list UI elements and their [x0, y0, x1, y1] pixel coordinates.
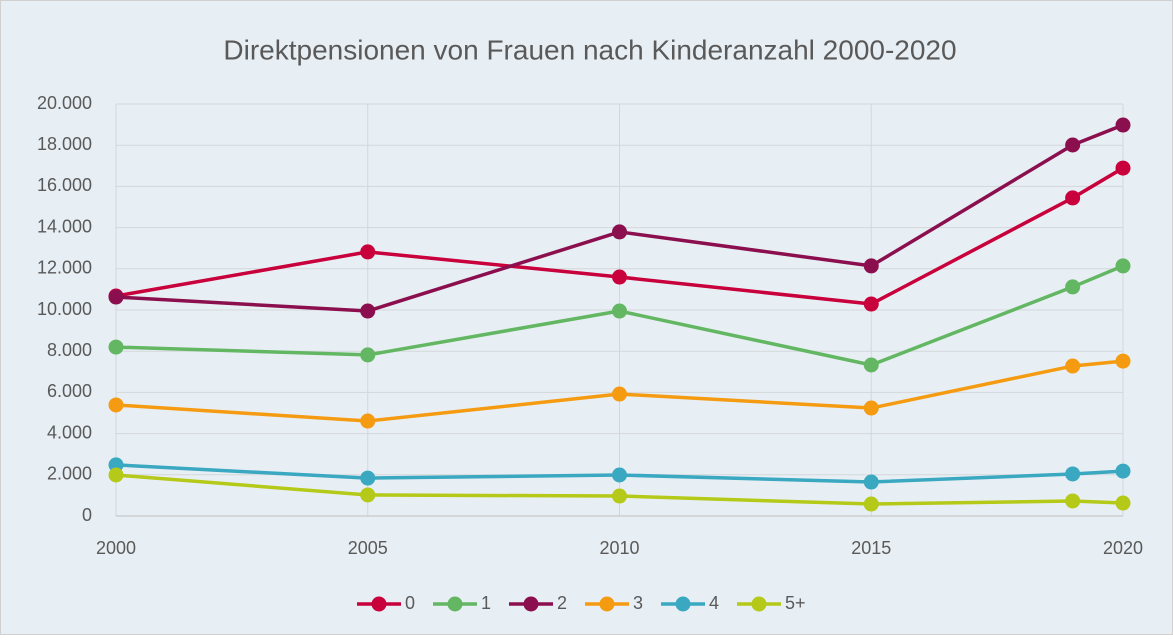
- y-tick-label: 16.000: [37, 175, 92, 195]
- data-point: [1115, 258, 1131, 274]
- legend-label: 1: [481, 593, 491, 613]
- y-tick-label: 2.000: [47, 464, 92, 484]
- legend-label: 3: [633, 593, 643, 613]
- data-point: [1065, 279, 1081, 295]
- data-point: [612, 269, 627, 285]
- legend-marker: [599, 596, 615, 612]
- data-point: [1065, 190, 1081, 206]
- y-tick-label: 18.000: [37, 134, 92, 154]
- data-point: [360, 413, 376, 429]
- legend-marker: [675, 596, 691, 612]
- data-point: [108, 397, 124, 413]
- data-point: [1115, 463, 1131, 479]
- series-line: [115, 359, 1124, 423]
- data-point: [612, 488, 627, 504]
- data-point: [1115, 117, 1131, 133]
- data-point: [108, 467, 124, 483]
- legend-label: 4: [709, 593, 719, 613]
- x-tick-label: 2000: [96, 538, 136, 558]
- data-point: [360, 487, 376, 503]
- legend-marker: [751, 596, 767, 612]
- data-point: [1115, 160, 1131, 176]
- data-point: [612, 386, 627, 402]
- data-point: [863, 496, 879, 512]
- x-tick-label: 2020: [1103, 538, 1143, 558]
- data-point: [612, 303, 627, 319]
- y-tick-label: 14.000: [37, 216, 92, 236]
- data-point: [863, 296, 879, 312]
- data-point: [612, 224, 627, 240]
- y-tick-label: 4.000: [47, 422, 92, 442]
- data-point: [612, 467, 627, 483]
- data-point: [108, 339, 124, 355]
- legend-marker: [523, 596, 539, 612]
- y-tick-label: 6.000: [47, 381, 92, 401]
- x-tick-label: 2005: [348, 538, 388, 558]
- data-point: [360, 244, 376, 260]
- y-tick-label: 12.000: [37, 258, 92, 278]
- series-line: [115, 264, 1124, 367]
- data-point: [1115, 495, 1131, 511]
- data-point: [108, 289, 124, 305]
- series-line: [115, 166, 1124, 306]
- data-point: [360, 347, 376, 363]
- x-tick-label: 2015: [851, 538, 891, 558]
- series-line: [115, 473, 1124, 506]
- data-point: [1065, 493, 1081, 509]
- data-point: [360, 470, 376, 486]
- data-point: [1065, 358, 1081, 374]
- series-line: [115, 463, 1124, 484]
- x-tick-label: 2010: [599, 538, 639, 558]
- data-point: [863, 357, 879, 373]
- data-point: [863, 474, 879, 490]
- y-tick-label: 10.000: [37, 299, 92, 319]
- y-tick-label: 20.000: [37, 93, 92, 113]
- y-tick-label: 8.000: [47, 340, 92, 360]
- chart-title: Direktpensionen von Frauen nach Kinderan…: [223, 34, 956, 65]
- y-tick-label: 0: [82, 505, 92, 525]
- data-point: [360, 303, 376, 319]
- data-point: [1065, 466, 1081, 482]
- legend-marker: [371, 596, 387, 612]
- legend-label: 5+: [785, 593, 806, 613]
- data-point: [1115, 353, 1131, 369]
- data-point: [863, 400, 879, 416]
- legend-label: 0: [405, 593, 415, 613]
- data-point: [863, 258, 879, 274]
- series-line: [115, 123, 1124, 313]
- legend-marker: [447, 596, 463, 612]
- data-point: [1065, 137, 1081, 153]
- legend-label: 2: [557, 593, 567, 613]
